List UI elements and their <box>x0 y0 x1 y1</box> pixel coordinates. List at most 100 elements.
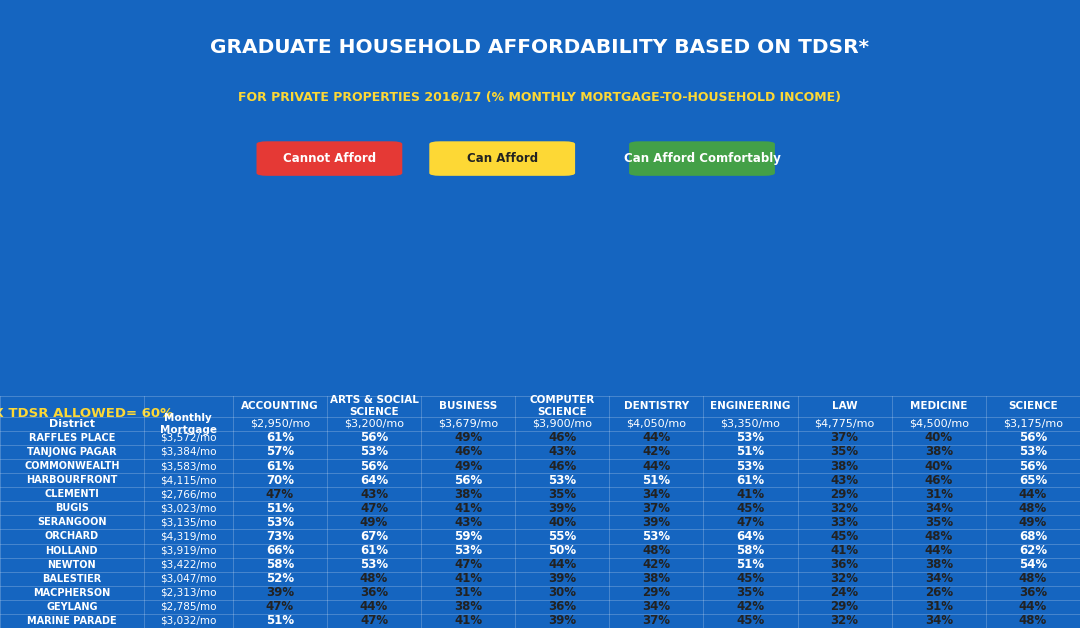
Text: 39%: 39% <box>549 572 577 585</box>
Text: 34%: 34% <box>643 488 671 501</box>
Text: Cannot Afford: Cannot Afford <box>283 152 376 165</box>
Text: 38%: 38% <box>454 600 483 614</box>
Text: 32%: 32% <box>831 502 859 515</box>
Text: 31%: 31% <box>924 600 953 614</box>
Text: 45%: 45% <box>737 502 765 515</box>
Text: 70%: 70% <box>266 474 294 487</box>
Text: 24%: 24% <box>831 587 859 599</box>
Text: $2,950/mo: $2,950/mo <box>249 419 310 429</box>
Text: $3,679/mo: $3,679/mo <box>438 419 498 429</box>
Text: 41%: 41% <box>454 502 483 515</box>
Text: COMMONWEALTH: COMMONWEALTH <box>24 461 120 471</box>
Text: 43%: 43% <box>831 474 859 487</box>
Text: 36%: 36% <box>549 600 577 614</box>
Text: $3,175/mo: $3,175/mo <box>1003 419 1063 429</box>
Text: 61%: 61% <box>266 431 294 445</box>
Text: 48%: 48% <box>643 544 671 557</box>
Text: 30%: 30% <box>549 587 577 599</box>
Text: 48%: 48% <box>924 530 953 543</box>
Text: 51%: 51% <box>266 614 294 627</box>
Text: 56%: 56% <box>360 460 388 472</box>
Text: 42%: 42% <box>643 445 671 458</box>
Text: 34%: 34% <box>924 502 953 515</box>
Text: 53%: 53% <box>266 516 294 529</box>
Text: 38%: 38% <box>454 488 483 501</box>
Text: BALESTIER: BALESTIER <box>42 574 102 583</box>
Text: 44%: 44% <box>924 544 953 557</box>
Text: 57%: 57% <box>266 445 294 458</box>
Text: $4,775/mo: $4,775/mo <box>814 419 875 429</box>
FancyBboxPatch shape <box>257 141 402 176</box>
Text: 45%: 45% <box>737 614 765 627</box>
Text: 35%: 35% <box>924 516 953 529</box>
Text: SERANGOON: SERANGOON <box>37 517 107 528</box>
Text: 53%: 53% <box>643 530 671 543</box>
Text: HOLLAND: HOLLAND <box>45 546 98 556</box>
Text: 43%: 43% <box>454 516 483 529</box>
Text: $3,032/mo: $3,032/mo <box>160 616 216 626</box>
Text: 34%: 34% <box>924 572 953 585</box>
Text: 41%: 41% <box>454 614 483 627</box>
Text: 55%: 55% <box>549 530 577 543</box>
Text: ACCOUNTING: ACCOUNTING <box>241 401 319 411</box>
Text: 38%: 38% <box>831 460 859 472</box>
Text: ENGINEERING: ENGINEERING <box>711 401 791 411</box>
Text: $3,572/mo: $3,572/mo <box>160 433 216 443</box>
Text: 44%: 44% <box>549 558 577 571</box>
Text: 41%: 41% <box>831 544 859 557</box>
Text: 51%: 51% <box>737 445 765 458</box>
Text: $2,785/mo: $2,785/mo <box>160 602 216 612</box>
Text: 43%: 43% <box>549 445 577 458</box>
Text: 47%: 47% <box>266 600 294 614</box>
Text: 47%: 47% <box>454 558 483 571</box>
Text: GEYLANG: GEYLANG <box>46 602 97 612</box>
Text: $4,050/mo: $4,050/mo <box>626 419 687 429</box>
Text: HARBOURFRONT: HARBOURFRONT <box>26 475 118 485</box>
Text: 40%: 40% <box>924 431 953 445</box>
Text: 47%: 47% <box>360 614 388 627</box>
Text: 45%: 45% <box>737 572 765 585</box>
Text: SCIENCE: SCIENCE <box>1008 401 1057 411</box>
Text: MACPHERSON: MACPHERSON <box>33 588 110 598</box>
Text: 54%: 54% <box>1018 558 1048 571</box>
Text: 61%: 61% <box>266 460 294 472</box>
Text: 36%: 36% <box>360 587 388 599</box>
Text: 37%: 37% <box>643 502 671 515</box>
Text: MEDICINE: MEDICINE <box>910 401 968 411</box>
Text: 44%: 44% <box>643 431 671 445</box>
Text: FOR PRIVATE PROPERTIES 2016/17 (% MONTHLY MORTGAGE-TO-HOUSEHOLD INCOME): FOR PRIVATE PROPERTIES 2016/17 (% MONTHL… <box>239 91 841 104</box>
Text: 42%: 42% <box>737 600 765 614</box>
Text: 67%: 67% <box>360 530 388 543</box>
Text: 29%: 29% <box>831 600 859 614</box>
Text: 48%: 48% <box>1018 614 1048 627</box>
Text: 34%: 34% <box>924 614 953 627</box>
Text: $3,200/mo: $3,200/mo <box>345 419 404 429</box>
Text: 35%: 35% <box>549 488 577 501</box>
Text: 38%: 38% <box>643 572 671 585</box>
Text: 34%: 34% <box>643 600 671 614</box>
Text: 59%: 59% <box>454 530 483 543</box>
Text: 37%: 37% <box>643 614 671 627</box>
Text: 53%: 53% <box>1018 445 1047 458</box>
Text: $4,319/mo: $4,319/mo <box>160 531 216 541</box>
Text: 48%: 48% <box>1018 572 1048 585</box>
Text: 65%: 65% <box>1018 474 1048 487</box>
Text: $3,900/mo: $3,900/mo <box>532 419 592 429</box>
Text: 51%: 51% <box>266 502 294 515</box>
Text: 35%: 35% <box>737 587 765 599</box>
Text: 61%: 61% <box>737 474 765 487</box>
Text: 45%: 45% <box>831 530 859 543</box>
Text: 26%: 26% <box>924 587 953 599</box>
Text: 40%: 40% <box>924 460 953 472</box>
Text: 53%: 53% <box>737 460 765 472</box>
Text: ARTS & SOCIAL
SCIENCE: ARTS & SOCIAL SCIENCE <box>329 395 418 417</box>
Text: 48%: 48% <box>1018 502 1048 515</box>
Text: 51%: 51% <box>643 474 671 487</box>
Text: 64%: 64% <box>737 530 765 543</box>
Text: 49%: 49% <box>1018 516 1048 529</box>
Text: $3,919/mo: $3,919/mo <box>160 546 216 556</box>
Text: 41%: 41% <box>454 572 483 585</box>
Text: 39%: 39% <box>643 516 671 529</box>
Text: $3,047/mo: $3,047/mo <box>160 574 216 583</box>
Text: $2,766/mo: $2,766/mo <box>160 489 216 499</box>
